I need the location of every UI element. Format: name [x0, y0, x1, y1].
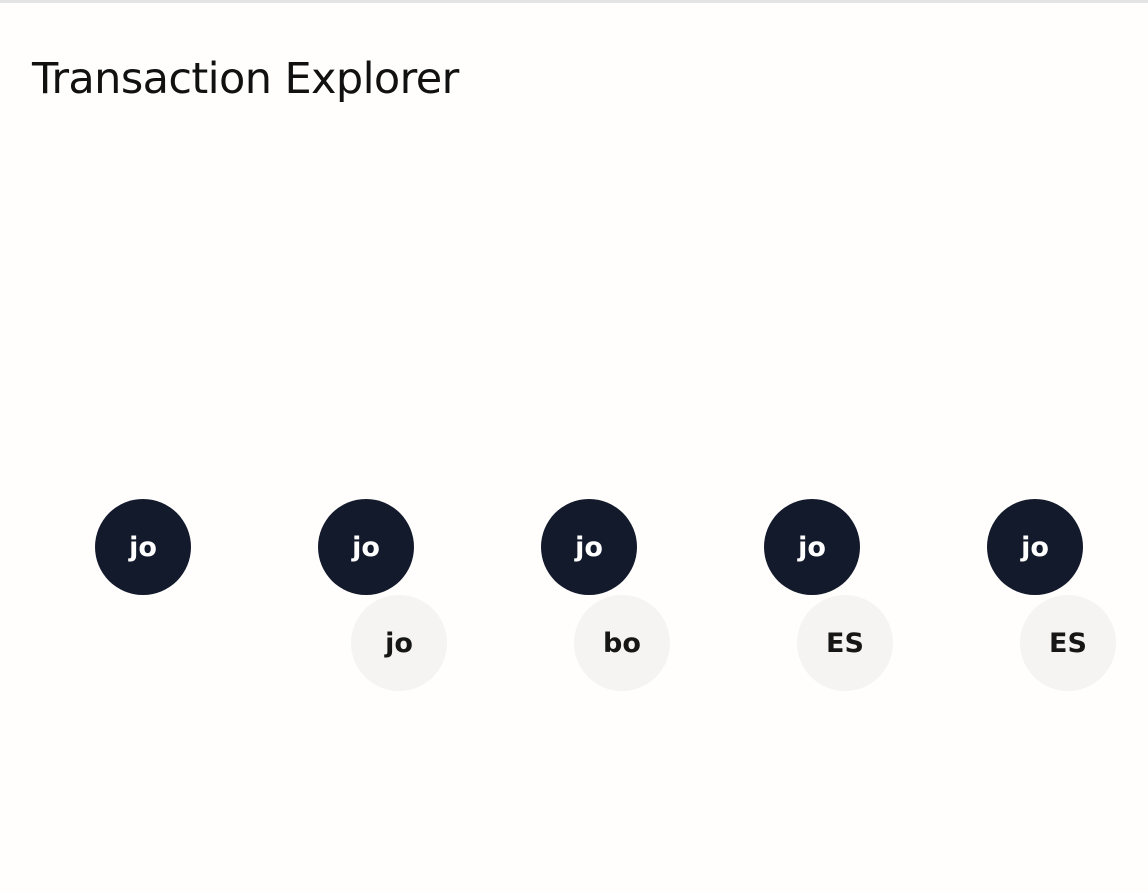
- recipient-avatar[interactable]: ES: [797, 595, 893, 691]
- sender-avatar[interactable]: jo: [541, 499, 637, 595]
- recipient-avatar[interactable]: bo: [574, 595, 670, 691]
- sender-avatar[interactable]: jo: [987, 499, 1083, 595]
- transaction-item[interactable]: jo ES: [987, 499, 1117, 691]
- transaction-item[interactable]: jo: [95, 499, 225, 691]
- recipient-avatar[interactable]: ES: [1020, 595, 1116, 691]
- top-divider: [0, 0, 1148, 3]
- recipient-avatar[interactable]: jo: [351, 595, 447, 691]
- transaction-item[interactable]: jo jo: [318, 499, 448, 691]
- sender-avatar[interactable]: jo: [764, 499, 860, 595]
- transaction-item[interactable]: jo bo: [541, 499, 671, 691]
- sender-avatar[interactable]: jo: [95, 499, 191, 595]
- sender-avatar[interactable]: jo: [318, 499, 414, 595]
- page-title: Transaction Explorer: [32, 54, 459, 104]
- transaction-item[interactable]: jo ES: [764, 499, 894, 691]
